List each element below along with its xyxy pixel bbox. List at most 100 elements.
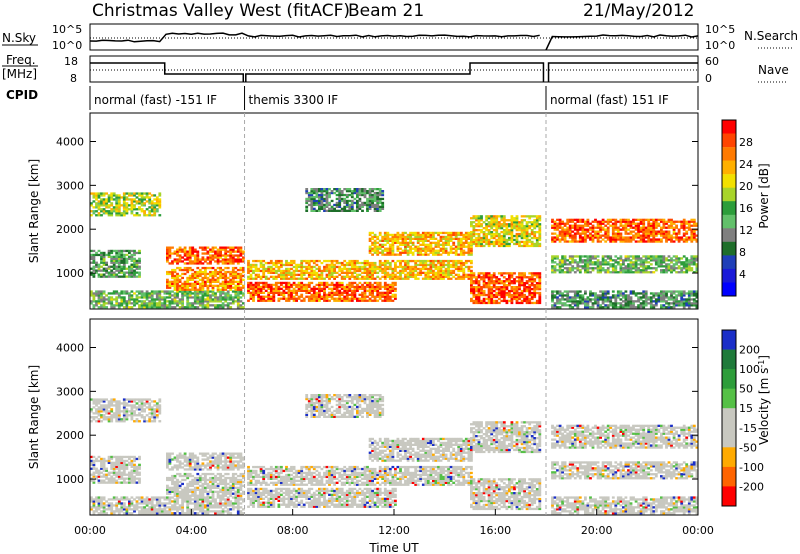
power-cell [188, 304, 192, 307]
power-cell [130, 271, 134, 274]
power-cell [122, 259, 126, 262]
power-cell [660, 220, 663, 223]
power-cell [424, 251, 428, 254]
power-cell [660, 306, 663, 309]
power-cell [454, 251, 458, 254]
power-cell [632, 230, 635, 233]
power-cell [100, 290, 103, 293]
power-cell [654, 218, 658, 221]
power-cell [373, 295, 377, 298]
power-cell [120, 271, 124, 274]
power-cell [482, 276, 486, 279]
power-cell [480, 272, 483, 275]
power-cell [470, 245, 473, 248]
power-cell [665, 232, 668, 235]
power-cell [350, 293, 354, 296]
power-cell [130, 204, 134, 207]
power-cell [632, 257, 635, 260]
power-cell [687, 220, 691, 223]
power-cell [644, 236, 648, 239]
power-cell [188, 246, 192, 249]
power-cell [558, 240, 562, 243]
power-cell [373, 261, 377, 265]
power-cell [318, 289, 321, 292]
cpid-segment-label: normal (fast) 151 IF [550, 93, 669, 107]
power-cell [221, 286, 225, 289]
power-cell [373, 285, 377, 289]
power-cell [201, 282, 205, 285]
power-cell [502, 234, 506, 238]
power-cell [510, 223, 514, 226]
power-cell [150, 306, 154, 309]
power-cell [563, 224, 567, 227]
power-cell [343, 285, 347, 289]
power-cell [300, 289, 304, 292]
power-cell [280, 269, 283, 273]
power-cell [642, 306, 646, 309]
power-cell [563, 228, 567, 231]
power-cell [130, 273, 134, 276]
power-cell [376, 289, 380, 292]
power-cell [553, 267, 557, 270]
power-cell [682, 224, 686, 227]
power-cell [589, 226, 592, 229]
power-cell [328, 201, 331, 205]
power-cell [523, 295, 526, 299]
power-cell [224, 274, 228, 278]
power-cell [581, 259, 585, 262]
power-cell [345, 299, 349, 302]
power-cell [518, 297, 521, 301]
power-cell [414, 275, 418, 278]
power-cell [323, 293, 326, 296]
power-cell [624, 220, 628, 223]
power-cell [637, 222, 640, 225]
power-cell [171, 282, 174, 285]
power-cell [310, 269, 314, 273]
power-cell [107, 302, 111, 305]
power-cell [295, 277, 298, 280]
power-cell [295, 263, 298, 267]
power-cell [112, 208, 116, 211]
power-cell [551, 271, 554, 274]
power-cell [302, 289, 306, 292]
power-cell [320, 195, 324, 199]
power-cell [518, 288, 521, 291]
power-cell [571, 298, 575, 301]
power-cell [381, 237, 385, 240]
power-cell [252, 291, 255, 294]
power-cell [290, 285, 293, 289]
power-cell [300, 299, 304, 302]
power-cell [138, 304, 141, 307]
power-cell [166, 246, 169, 249]
power-cell [320, 197, 324, 201]
power-cell [677, 271, 681, 274]
power-cell [130, 306, 134, 309]
power-cell [485, 282, 488, 285]
power-cell [206, 296, 210, 299]
power-cell [492, 223, 496, 226]
power-cell [176, 284, 179, 287]
power-cell [490, 282, 494, 285]
power-cell [231, 268, 235, 272]
power-cell [642, 261, 646, 264]
power-cell [604, 224, 608, 227]
power-cell [622, 300, 625, 303]
power-cell [464, 259, 468, 263]
power-cell [166, 260, 169, 263]
power-cell [475, 295, 478, 299]
power-cell [594, 267, 597, 270]
power-cell [239, 246, 243, 249]
power-cell [480, 301, 483, 305]
power-cell [611, 294, 615, 297]
power-cell [642, 236, 646, 239]
power-cell [305, 199, 309, 203]
power-cell [581, 302, 585, 305]
power-cell [128, 273, 131, 276]
power-cell [267, 269, 271, 273]
power-cell [586, 263, 590, 266]
power-cell [211, 254, 215, 257]
power-cell [310, 295, 314, 298]
power-cell [209, 248, 212, 251]
power-cell [345, 188, 349, 191]
power-cell [437, 271, 440, 274]
